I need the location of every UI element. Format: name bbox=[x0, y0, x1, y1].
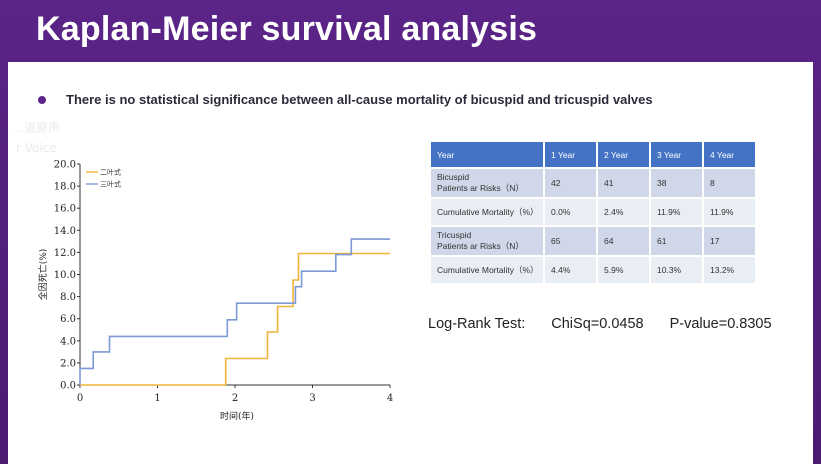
table-row: Bicuspid Patients ar Risks（N） 42 41 38 8 bbox=[431, 167, 757, 198]
risk-table: Year 1 Year 2 Year 3 Year 4 Year Bicuspi… bbox=[431, 142, 757, 283]
y-tick-label: 18.0 bbox=[54, 182, 76, 193]
table-cell: 13.2% bbox=[703, 255, 757, 283]
table-cell: 41 bbox=[597, 167, 651, 198]
watermark-line-2: r Voice bbox=[16, 141, 57, 155]
risk-table-header-row: Year 1 Year 2 Year 3 Year 4 Year bbox=[431, 142, 757, 168]
x-axis-title: 时间(年) bbox=[220, 410, 254, 422]
x-tick-label: 0 bbox=[77, 393, 83, 404]
table-row: Cumulative Mortality（%） 4.4% 5.9% 10.3% … bbox=[431, 255, 757, 283]
table-cell: 11.9% bbox=[650, 197, 704, 226]
header-year: Year bbox=[431, 142, 545, 168]
table-cell: 38 bbox=[650, 167, 704, 198]
table-cell: 10.3% bbox=[650, 255, 704, 283]
legend-label-2: 三叶式 bbox=[100, 180, 121, 189]
p-value: P-value=0.8305 bbox=[669, 316, 772, 332]
table-row: Tricuspid Patients ar Risks（N） 65 64 61 1… bbox=[431, 225, 757, 256]
table-cell: 42 bbox=[544, 167, 598, 198]
watermark-line-1: …道原声 bbox=[12, 121, 61, 135]
log-rank-stats: Log-Rank Test: ChiSq=0.0458 P-value=0.83… bbox=[428, 316, 798, 332]
table-cell: 11.9% bbox=[703, 197, 757, 226]
x-tick-label: 3 bbox=[309, 393, 315, 404]
row-label: Cumulative Mortality（%） bbox=[431, 255, 545, 283]
log-rank-test-label: Log-Rank Test: bbox=[428, 316, 526, 332]
y-tick-label: 20.0 bbox=[54, 160, 76, 171]
header-1-year: 1 Year bbox=[544, 142, 598, 168]
table-cell: 17 bbox=[703, 225, 757, 256]
table-cell: 2.4% bbox=[597, 197, 651, 226]
bullet-point: There is no statistical significance bet… bbox=[38, 92, 653, 107]
chisq-value: ChiSq=0.0458 bbox=[551, 316, 644, 332]
bullet-dot-icon bbox=[38, 95, 46, 104]
y-tick-label: 6.0 bbox=[60, 314, 76, 325]
table-cell: 4.4% bbox=[544, 255, 598, 283]
table-cell: 8 bbox=[703, 167, 757, 198]
watermark: …道原声 r Voice bbox=[2, 118, 82, 228]
row-label: Cumulative Mortality（%） bbox=[431, 197, 545, 226]
row-label: Tricuspid Patients ar Risks（N） bbox=[431, 225, 545, 256]
series-line-1 bbox=[80, 252, 390, 386]
table-cell: 64 bbox=[597, 225, 651, 256]
y-tick-label: 14.0 bbox=[54, 226, 76, 237]
y-tick-label: 0.0 bbox=[60, 381, 76, 392]
header-4-year: 4 Year bbox=[703, 142, 757, 168]
table-cell: 5.9% bbox=[597, 255, 651, 283]
legend-label-1: 二叶式 bbox=[100, 168, 121, 177]
x-tick-label: 1 bbox=[154, 393, 160, 404]
series-line-2 bbox=[79, 238, 390, 385]
table-cell: 61 bbox=[650, 225, 704, 256]
bullet-text: There is no statistical significance bet… bbox=[66, 92, 653, 107]
row-label: Bicuspid Patients ar Risks（N） bbox=[431, 167, 545, 198]
table-cell: 65 bbox=[544, 225, 598, 256]
y-tick-label: 4.0 bbox=[60, 336, 76, 347]
header-3-year: 3 Year bbox=[650, 142, 704, 168]
slide-title: Kaplan-Meier survival analysis bbox=[36, 10, 538, 48]
y-tick-label: 2.0 bbox=[60, 358, 76, 369]
table-row: Cumulative Mortality（%） 0.0% 2.4% 11.9% … bbox=[431, 197, 757, 226]
y-tick-label: 8.0 bbox=[60, 292, 76, 303]
x-tick-label: 4 bbox=[387, 393, 393, 404]
header-2-year: 2 Year bbox=[597, 142, 651, 168]
y-tick-label: 10.0 bbox=[54, 270, 76, 281]
y-tick-label: 12.0 bbox=[54, 248, 76, 259]
y-tick-label: 16.0 bbox=[54, 204, 76, 215]
x-tick-label: 2 bbox=[232, 393, 238, 404]
table-cell: 0.0% bbox=[544, 197, 598, 226]
y-axis-title: 全因死亡(%) bbox=[37, 249, 49, 301]
